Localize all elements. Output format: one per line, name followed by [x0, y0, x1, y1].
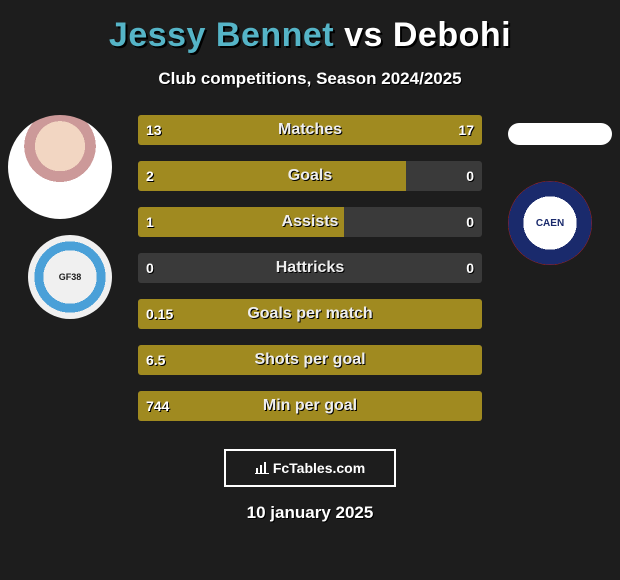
- stat-label: Min per goal: [138, 391, 482, 421]
- player1-avatar: [8, 115, 112, 219]
- vs-separator: vs: [344, 16, 383, 54]
- player2-name: Debohi: [393, 16, 511, 54]
- stat-row: 20Goals: [138, 161, 482, 191]
- generation-date: 10 january 2025: [0, 503, 620, 523]
- branding-text: FcTables.com: [273, 460, 365, 476]
- stat-label: Matches: [138, 115, 482, 145]
- stat-row: 744Min per goal: [138, 391, 482, 421]
- stat-label: Hattricks: [138, 253, 482, 283]
- stat-row: 1317Matches: [138, 115, 482, 145]
- player2-avatar: [508, 123, 612, 145]
- stat-label: Goals: [138, 161, 482, 191]
- stat-row: 10Assists: [138, 207, 482, 237]
- subtitle: Club competitions, Season 2024/2025: [0, 69, 620, 89]
- stat-label: Assists: [138, 207, 482, 237]
- stat-label: Shots per goal: [138, 345, 482, 375]
- player1-name: Jessy Bennet: [109, 16, 334, 54]
- comparison-title: Jessy Bennet vs Debohi: [0, 16, 620, 55]
- player1-club-badge: GF38: [28, 235, 112, 319]
- chart-area: GF38 CAEN 1317Matches 20Goals 10Assists 00H…: [0, 115, 620, 425]
- bar-chart-icon: [255, 460, 269, 477]
- stat-row: 6.5Shots per goal: [138, 345, 482, 375]
- stat-row: 00Hattricks: [138, 253, 482, 283]
- stat-label: Goals per match: [138, 299, 482, 329]
- branding-badge: FcTables.com: [224, 449, 396, 487]
- player2-club-badge: CAEN: [508, 181, 592, 265]
- stat-bars: 1317Matches 20Goals 10Assists 00Hattricks 0.…: [138, 115, 482, 437]
- stat-row: 0.15Goals per match: [138, 299, 482, 329]
